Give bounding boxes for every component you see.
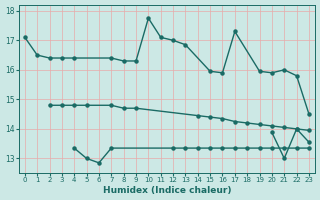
X-axis label: Humidex (Indice chaleur): Humidex (Indice chaleur)	[103, 186, 231, 195]
